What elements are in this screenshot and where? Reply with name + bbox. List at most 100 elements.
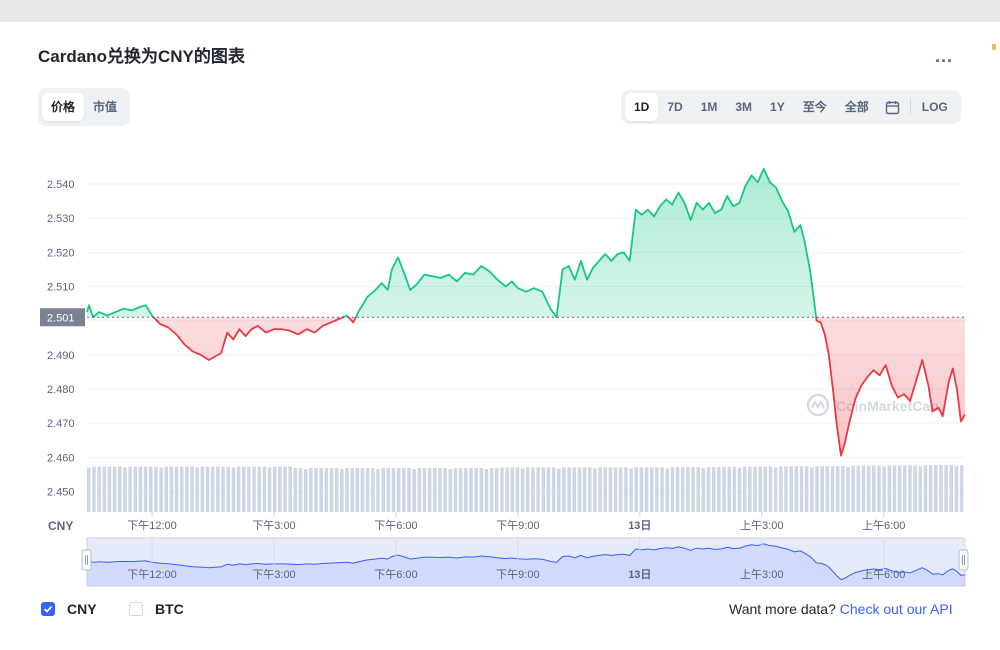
volume-bar bbox=[536, 467, 540, 512]
grid-lines bbox=[87, 183, 965, 493]
volume-bar bbox=[784, 466, 788, 512]
volume-bar bbox=[903, 465, 907, 512]
range-7d[interactable]: 7D bbox=[667, 100, 683, 114]
x-tick-label: 下午6:00 bbox=[374, 519, 417, 532]
volume-bar bbox=[944, 465, 948, 512]
volume-bar bbox=[458, 468, 463, 512]
legend-cny[interactable]: CNY bbox=[41, 601, 97, 617]
volume-bar bbox=[371, 468, 375, 512]
volume-bar bbox=[949, 465, 954, 512]
volume-bar bbox=[773, 467, 778, 512]
volume-bar bbox=[934, 465, 938, 512]
volume-bar bbox=[613, 467, 618, 512]
range-toggle: 1D 7D 1M 3M 1Y 至今 全部 LOG bbox=[621, 90, 961, 124]
baseline-badge bbox=[40, 308, 85, 327]
volume-bar bbox=[835, 465, 840, 512]
volume-bar bbox=[618, 467, 623, 512]
api-link[interactable]: Check out our API bbox=[839, 601, 953, 617]
volume-bar bbox=[691, 467, 695, 512]
volume-bar bbox=[360, 468, 365, 512]
navigator-label: 下午3:00 bbox=[252, 568, 295, 581]
y-tick-label: 2.460 bbox=[47, 452, 75, 464]
tab-market-cap[interactable]: 市值 bbox=[93, 100, 118, 114]
volume-bar bbox=[355, 468, 360, 512]
volume-bar bbox=[701, 468, 706, 512]
navigator-handle-left[interactable] bbox=[81, 549, 92, 571]
line-down bbox=[92, 317, 966, 457]
watermark-text: CoinMarketCap bbox=[836, 398, 939, 414]
volume-bar bbox=[407, 468, 411, 512]
volume-bar bbox=[670, 467, 675, 512]
volume-bar bbox=[887, 465, 892, 512]
range-all[interactable]: 全部 bbox=[844, 100, 869, 114]
x-tick-label: 上午3:00 bbox=[740, 519, 783, 532]
range-1m[interactable]: 1M bbox=[700, 100, 718, 114]
volume-bar bbox=[882, 466, 886, 512]
volume-bar bbox=[402, 468, 406, 512]
volume-bar bbox=[334, 468, 339, 512]
volume-bar bbox=[329, 468, 334, 512]
navigator-label: 下午6:00 bbox=[374, 568, 417, 581]
area-down bbox=[87, 317, 965, 456]
volume-bar bbox=[365, 468, 370, 512]
checkbox-checked-icon[interactable] bbox=[41, 602, 55, 616]
volume-bar bbox=[154, 466, 158, 512]
volume-bar bbox=[928, 465, 933, 512]
volume-bar bbox=[500, 467, 504, 512]
view-toggle: 价格 市值 bbox=[38, 88, 131, 126]
navigator-line bbox=[86, 543, 966, 581]
volume-bar bbox=[598, 467, 602, 512]
api-promo: Want more data? Check out our API bbox=[729, 601, 953, 617]
volume-bar bbox=[257, 466, 261, 512]
volume-bar bbox=[148, 466, 153, 512]
volume-bar bbox=[913, 465, 917, 512]
calendar-icon[interactable] bbox=[878, 93, 908, 121]
volume-bar bbox=[820, 466, 824, 512]
volume-bar bbox=[551, 467, 556, 512]
top-strip bbox=[0, 0, 1000, 22]
volume-bar bbox=[293, 468, 298, 512]
price-line bbox=[86, 167, 966, 457]
volume-bar bbox=[396, 468, 401, 512]
volume-bar bbox=[939, 465, 943, 512]
volume-bar bbox=[345, 468, 349, 512]
volume-bar bbox=[567, 467, 571, 512]
volume-bar bbox=[758, 466, 762, 512]
volume-bar bbox=[417, 468, 422, 512]
more-options-icon[interactable]: ... bbox=[935, 46, 954, 66]
y-tick-label: 2.540 bbox=[47, 179, 75, 191]
volume-bar bbox=[727, 466, 731, 512]
volume-bar bbox=[92, 466, 96, 512]
range-1d[interactable]: 1D bbox=[625, 93, 659, 121]
volume-bar bbox=[629, 468, 633, 512]
volume-bar bbox=[340, 469, 344, 512]
y-tick-label: 2.520 bbox=[47, 247, 75, 259]
range-1y[interactable]: 1Y bbox=[770, 100, 785, 114]
log-toggle[interactable]: LOG bbox=[921, 100, 948, 114]
volume-bar bbox=[562, 467, 566, 512]
volume-bar bbox=[737, 467, 742, 512]
watermark-logo-icon bbox=[806, 393, 830, 417]
currency-axis-label: CNY bbox=[48, 519, 73, 533]
legend-btc[interactable]: BTC bbox=[129, 601, 184, 617]
range-3m[interactable]: 3M bbox=[735, 100, 753, 114]
volume-bar bbox=[608, 467, 613, 512]
volume-bar bbox=[190, 466, 194, 512]
volume-bar bbox=[804, 466, 809, 512]
volume-bar bbox=[262, 466, 267, 512]
x-tick-label: 下午12:00 bbox=[127, 519, 177, 532]
range-ytd[interactable]: 至今 bbox=[802, 100, 827, 114]
checkbox-unchecked-icon[interactable] bbox=[129, 602, 143, 616]
volume-bar bbox=[309, 468, 313, 512]
volume-bar bbox=[546, 467, 551, 512]
volume-bar bbox=[717, 466, 721, 512]
range-navigator[interactable]: 下午12:00 下午3:00 下午6:00 下午9:00 13日 上午3:00 上午6:00 bbox=[81, 537, 969, 587]
area-up bbox=[87, 168, 817, 318]
volume-bar bbox=[799, 466, 804, 512]
volume-bar bbox=[556, 468, 561, 512]
volume-bar bbox=[587, 467, 592, 512]
navigator-handle-right[interactable] bbox=[958, 549, 969, 571]
tab-price[interactable]: 价格 bbox=[42, 93, 85, 121]
navigator-label: 上午3:00 bbox=[740, 568, 783, 581]
